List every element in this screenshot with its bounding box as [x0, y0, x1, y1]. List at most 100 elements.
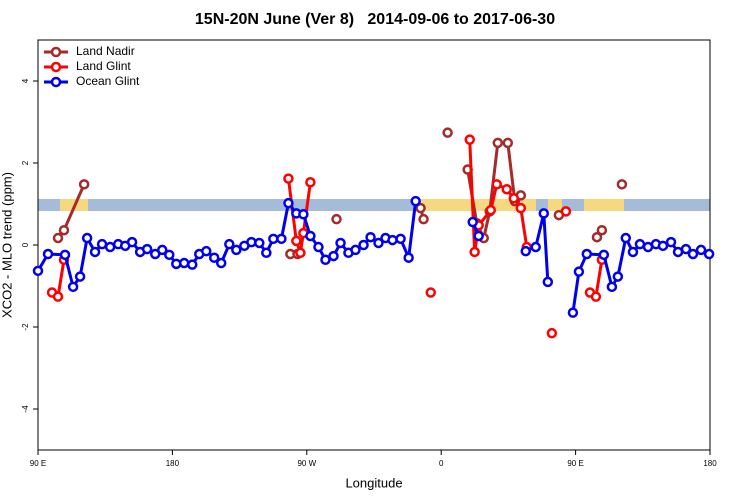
- point: [32, 265, 44, 277]
- y-tick-label: 2: [21, 160, 30, 165]
- x-tick-label: 90 E: [567, 459, 583, 468]
- point: [598, 249, 610, 261]
- point: [164, 249, 175, 261]
- point: [42, 248, 54, 260]
- point: [501, 183, 513, 195]
- point: [208, 252, 220, 263]
- point: [74, 271, 86, 282]
- point: [313, 241, 324, 253]
- point: [530, 241, 541, 253]
- point: [590, 291, 602, 302]
- point: [485, 204, 497, 216]
- x-tick-label: 90 E: [30, 459, 46, 468]
- point: [104, 241, 116, 253]
- band-patch: [60, 199, 88, 211]
- point: [59, 249, 71, 261]
- point: [591, 231, 603, 243]
- point: [224, 238, 235, 250]
- band-patch: [418, 199, 536, 211]
- point: [538, 208, 550, 219]
- point: [201, 245, 212, 257]
- point: [268, 233, 279, 245]
- point: [469, 246, 480, 258]
- point: [680, 243, 692, 255]
- point: [283, 173, 294, 184]
- point: [331, 213, 342, 225]
- point: [395, 233, 406, 245]
- point: [58, 224, 70, 236]
- point: [425, 287, 436, 298]
- y-tick-label: 4: [21, 78, 30, 83]
- point: [620, 232, 632, 244]
- point: [96, 238, 108, 250]
- point: [215, 257, 227, 269]
- point: [634, 238, 646, 250]
- point: [520, 245, 531, 257]
- point: [254, 237, 265, 249]
- point: [320, 254, 331, 266]
- point: [573, 266, 585, 277]
- point: [415, 202, 426, 214]
- point: [231, 244, 242, 256]
- point: [515, 202, 527, 214]
- point: [627, 246, 639, 258]
- point: [298, 209, 309, 220]
- point: [657, 240, 669, 252]
- point: [612, 271, 624, 282]
- series-line: [51, 139, 604, 300]
- point: [67, 281, 79, 293]
- point: [546, 327, 558, 339]
- point: [508, 193, 520, 204]
- band: [38, 199, 710, 211]
- point: [141, 243, 153, 255]
- legend-marker: [50, 76, 62, 88]
- legend-label: Land Nadir: [76, 44, 135, 58]
- point: [596, 224, 608, 236]
- band-patch: [584, 199, 624, 211]
- point: [335, 237, 346, 249]
- point: [350, 244, 361, 256]
- point: [502, 137, 514, 149]
- reference-band: [38, 199, 710, 211]
- point: [373, 237, 384, 249]
- point: [567, 307, 579, 318]
- point: [52, 232, 64, 244]
- point: [126, 236, 138, 248]
- point: [365, 231, 376, 243]
- point: [403, 252, 414, 263]
- point: [358, 239, 369, 251]
- point: [410, 195, 421, 207]
- point: [464, 134, 475, 145]
- point: [78, 179, 90, 190]
- y-tick-label: -4: [21, 405, 30, 413]
- point: [581, 248, 593, 260]
- point: [442, 127, 453, 138]
- legend-marker: [50, 61, 62, 73]
- y-tick-label: 0: [21, 242, 30, 247]
- point: [695, 244, 707, 256]
- x-axis-label: Longitude: [345, 475, 402, 490]
- chart-title: 15N-20N June (Ver 8) 2014-09-06 to 2017-…: [195, 11, 555, 28]
- x-tick-label: 180: [703, 459, 717, 468]
- x-tick-label: 0: [439, 459, 444, 468]
- legend-marker: [50, 46, 62, 58]
- legend-label: Land Glint: [76, 59, 131, 73]
- point: [305, 230, 316, 242]
- point: [606, 281, 618, 293]
- x-tick-label: 180: [166, 459, 180, 468]
- point: [187, 259, 198, 270]
- band-patch: [548, 199, 562, 211]
- point: [261, 247, 272, 259]
- point: [305, 177, 316, 188]
- point: [616, 179, 628, 190]
- point: [178, 257, 190, 269]
- point: [387, 234, 398, 246]
- point: [156, 244, 168, 256]
- point: [81, 232, 93, 244]
- y-tick-label: -2: [21, 323, 30, 331]
- point: [328, 250, 339, 262]
- point: [283, 197, 294, 209]
- point: [295, 247, 306, 259]
